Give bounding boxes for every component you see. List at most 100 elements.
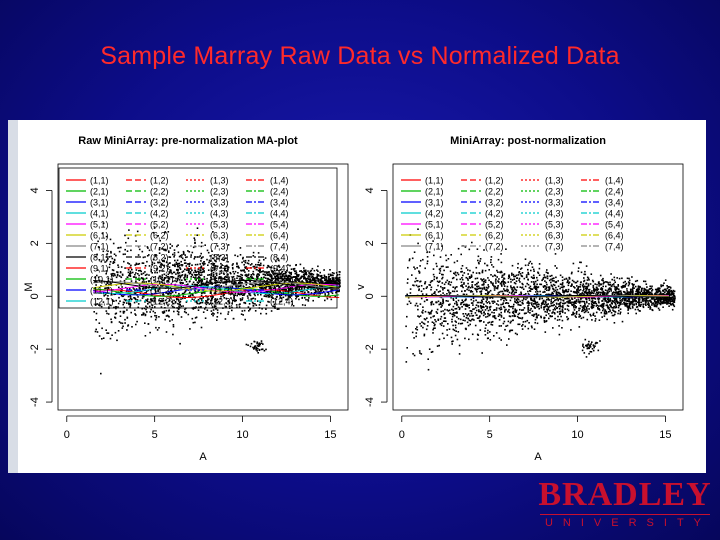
- data-point: [565, 297, 567, 300]
- data-point: [618, 309, 620, 312]
- data-point: [210, 299, 212, 302]
- data-point: [105, 287, 107, 289]
- data-point: [463, 303, 466, 306]
- data-point: [168, 278, 171, 280]
- data-point: [441, 273, 443, 276]
- data-point: [203, 278, 206, 280]
- data-point: [489, 339, 492, 341]
- data-point: [653, 299, 656, 302]
- data-point: [534, 321, 536, 324]
- data-point: [437, 291, 440, 293]
- data-point: [233, 297, 235, 300]
- data-point: [280, 272, 283, 274]
- data-point: [237, 293, 240, 295]
- data-point: [502, 292, 504, 295]
- data-point: [509, 299, 512, 302]
- data-point: [221, 258, 224, 260]
- data-point: [137, 296, 139, 298]
- data-point: [180, 305, 182, 308]
- data-point: [550, 281, 552, 284]
- data-point: [587, 283, 590, 285]
- data-point: [161, 311, 164, 313]
- data-point: [130, 311, 132, 314]
- data-point: [232, 299, 235, 302]
- data-point: [475, 283, 478, 285]
- data-point: [481, 279, 483, 281]
- data-point: [594, 283, 596, 285]
- data-point: [470, 302, 473, 304]
- data-point: [210, 263, 213, 265]
- data-point: [668, 302, 671, 304]
- data-point: [201, 301, 204, 304]
- data-point: [509, 329, 511, 332]
- data-point: [428, 348, 431, 350]
- data-point: [337, 278, 339, 281]
- data-point: [291, 287, 294, 289]
- data-point: [460, 253, 462, 256]
- data-point: [93, 287, 96, 290]
- data-point: [165, 315, 168, 317]
- data-point: [656, 291, 658, 293]
- data-point: [659, 299, 662, 302]
- data-point: [337, 287, 340, 290]
- data-point: [575, 306, 577, 309]
- data-point: [198, 306, 200, 308]
- data-point: [199, 277, 201, 279]
- data-point: [124, 253, 126, 255]
- data-point: [265, 308, 267, 310]
- data-point: [485, 305, 487, 307]
- data-point: [415, 302, 418, 305]
- data-point: [525, 312, 527, 314]
- data-point: [205, 300, 208, 302]
- data-point: [141, 281, 144, 283]
- data-point: [567, 309, 570, 312]
- data-point: [602, 279, 604, 282]
- data-point: [106, 332, 108, 334]
- data-point: [156, 267, 159, 270]
- data-point: [247, 262, 250, 265]
- data-point: [598, 305, 600, 307]
- data-point: [129, 273, 131, 275]
- data-point: [460, 302, 463, 304]
- data-point: [418, 285, 420, 288]
- legend: (1,1) (1,2) (1,3) (1,4)(2,1) (2,2) (2,3) (2,4)…: [58, 167, 338, 309]
- data-point: [555, 276, 557, 279]
- data-point: [436, 308, 439, 311]
- data-point: [151, 263, 153, 266]
- data-point: [257, 269, 260, 272]
- data-point: [425, 328, 428, 331]
- data-point: [576, 285, 578, 287]
- data-point: [489, 302, 491, 305]
- data-point: [630, 297, 633, 299]
- data-point: [301, 271, 303, 273]
- data-point: [666, 287, 669, 290]
- data-point: [278, 270, 280, 272]
- data-point: [128, 299, 130, 301]
- data-point: [595, 293, 597, 295]
- data-point: [664, 291, 666, 294]
- data-point: [596, 286, 598, 289]
- data-point: [150, 270, 152, 273]
- data-point: [636, 289, 639, 291]
- data-point: [637, 298, 640, 300]
- data-point: [530, 281, 533, 283]
- data-point: [299, 270, 301, 272]
- data-point: [278, 264, 280, 267]
- data-point: [206, 281, 208, 284]
- data-point: [135, 272, 137, 274]
- data-point: [477, 255, 480, 258]
- data-point: [197, 309, 200, 311]
- data-point: [152, 285, 155, 288]
- data-point: [500, 282, 502, 284]
- data-point: [251, 297, 254, 300]
- data-point: [164, 277, 166, 279]
- data-point: [438, 281, 440, 283]
- data-point: [648, 302, 650, 305]
- legend-label: (3,2): [150, 198, 169, 208]
- data-point: [567, 284, 570, 287]
- data-point: [518, 271, 521, 273]
- data-point: [137, 245, 140, 248]
- data-point: [592, 292, 595, 295]
- data-point: [505, 248, 507, 250]
- data-point: [170, 269, 172, 272]
